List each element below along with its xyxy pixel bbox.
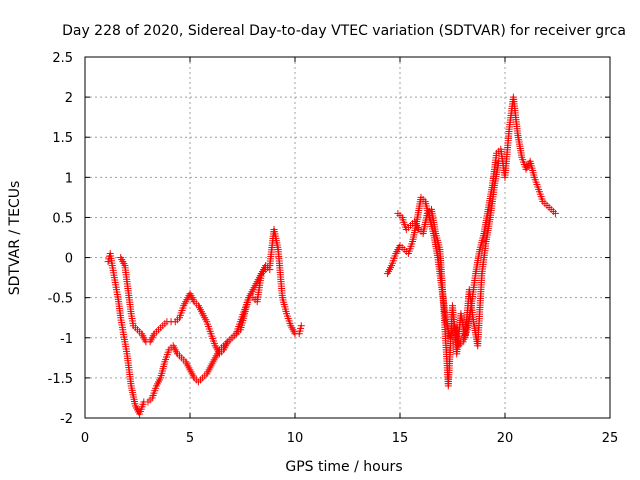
y-tick-label: 1.5 bbox=[52, 131, 73, 146]
axis-ticks: 0 5 10 15 20 25 -2 -1.5 -1 -0.5 0 0.5 1 1.5 2 2.5 bbox=[48, 51, 619, 446]
y-tick-label: -0.5 bbox=[48, 292, 73, 307]
x-tick-label: 20 bbox=[497, 431, 514, 446]
y-tick-label: 0 bbox=[65, 252, 73, 267]
chart-title: Day 228 of 2020, Sidereal Day-to-day VTE… bbox=[62, 23, 626, 39]
y-tick-label: -1.5 bbox=[48, 372, 73, 387]
x-tick-label: 15 bbox=[392, 431, 409, 446]
y-tick-label: 0.5 bbox=[52, 211, 73, 226]
y-tick-label: 2.5 bbox=[52, 51, 73, 66]
series-segment-1-upper bbox=[104, 250, 274, 418]
y-tick-label: -1 bbox=[60, 332, 73, 347]
x-tick-label: 10 bbox=[287, 431, 304, 446]
series-segment-1-lower bbox=[117, 225, 305, 358]
y-tick-label: 2 bbox=[65, 91, 73, 106]
x-tick-label: 25 bbox=[602, 431, 619, 446]
plot-frame bbox=[84, 56, 611, 419]
data-point bbox=[495, 157, 503, 165]
y-tick-label: -2 bbox=[60, 412, 73, 427]
y-axis-label: SDTVAR / TECUs bbox=[7, 181, 23, 296]
series-segment-2-lower bbox=[394, 157, 503, 390]
grid-lines bbox=[85, 57, 610, 418]
data-points bbox=[104, 93, 559, 418]
x-tick-label: 0 bbox=[81, 431, 89, 446]
x-tick-label: 5 bbox=[186, 431, 194, 446]
data-point bbox=[297, 322, 305, 330]
data-point bbox=[551, 209, 559, 217]
y-tick-label: 1 bbox=[65, 171, 73, 186]
x-axis-label: GPS time / hours bbox=[285, 459, 402, 475]
